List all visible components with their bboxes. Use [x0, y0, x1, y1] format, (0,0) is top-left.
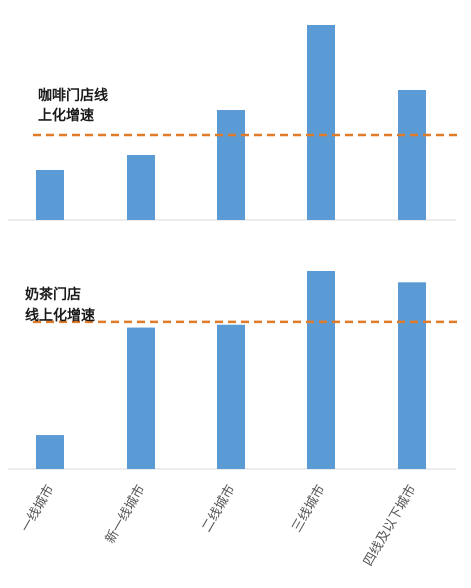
bar-5 [398, 282, 426, 469]
category-label-1: 一线城市 [18, 482, 58, 535]
chart-top: 咖啡门店线 上化增速 [8, 25, 462, 221]
bar-3 [217, 110, 245, 220]
bar-1 [36, 435, 64, 469]
category-label-2: 新一线城市 [102, 482, 148, 546]
reference-label-line-2: 上化增速 [38, 107, 94, 124]
reference-label-line-1: 咖啡门店线 [38, 87, 108, 104]
bar-5 [398, 90, 426, 220]
reference-label-line-2: 线上化增速 [25, 307, 95, 324]
x-axis-category-labels: 一线城市 新一线城市 二线城市 三线城市 四线及以下城市 [18, 482, 420, 569]
chart-bottom: 奶茶门店 线上化增速 [8, 271, 462, 470]
bar-1 [36, 170, 64, 220]
bar-2 [127, 327, 155, 469]
reference-label-line-1: 奶茶门店 [25, 286, 81, 303]
category-label-4: 三线城市 [289, 482, 329, 535]
bar-4 [307, 271, 335, 469]
bar-3 [217, 324, 245, 469]
bar-4 [307, 25, 335, 220]
bar-2 [127, 155, 155, 220]
category-label-3: 二线城市 [199, 482, 239, 535]
category-label-5: 四线及以下城市 [360, 482, 419, 569]
